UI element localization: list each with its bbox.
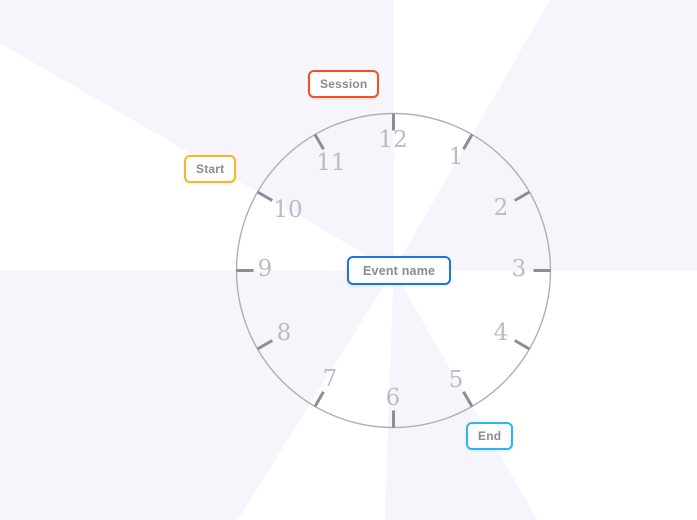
- clock-numeral-3: 3: [511, 256, 527, 282]
- clock-numeral-5: 5: [448, 367, 464, 393]
- clock-numeral-12: 12: [378, 127, 408, 153]
- clock-tick-2: [513, 190, 531, 202]
- clock-tick-5: [462, 390, 474, 408]
- clock-tick-1: [462, 133, 474, 151]
- end-badge-label: End: [478, 429, 502, 443]
- clock-numeral-7: 7: [322, 366, 338, 392]
- clock-tick-10: [256, 190, 274, 202]
- event-name-badge-label: Event name: [363, 263, 436, 278]
- start-badge-label: Start: [196, 162, 225, 176]
- event-name-badge[interactable]: Event name: [347, 256, 452, 285]
- session-badge-label: Session: [320, 77, 368, 91]
- clock-tick-7: [313, 390, 325, 408]
- clock-numeral-4: 4: [493, 320, 509, 346]
- clock-numeral-8: 8: [276, 320, 292, 346]
- ray-sector-0: [0, 0, 394, 271]
- start-badge[interactable]: Start: [184, 155, 237, 183]
- clock-tick-4: [513, 339, 531, 351]
- clock-numeral-6: 6: [385, 385, 401, 411]
- clock-numeral-11: 11: [316, 150, 346, 176]
- clock-numeral-9: 9: [257, 256, 273, 282]
- clock-numeral-1: 1: [448, 144, 464, 170]
- clock-numeral-10: 10: [273, 197, 303, 223]
- ray-sector-1: [393, 0, 697, 271]
- ray-sector-3: [0, 270, 394, 520]
- session-badge[interactable]: Session: [308, 70, 380, 98]
- clock-tick-group: [236, 113, 551, 428]
- end-badge[interactable]: End: [466, 422, 514, 450]
- clock-tick-11: [313, 133, 325, 151]
- ray-sector-2: [384, 270, 538, 520]
- clock-numeral-2: 2: [493, 195, 509, 221]
- clock-tick-8: [256, 339, 274, 351]
